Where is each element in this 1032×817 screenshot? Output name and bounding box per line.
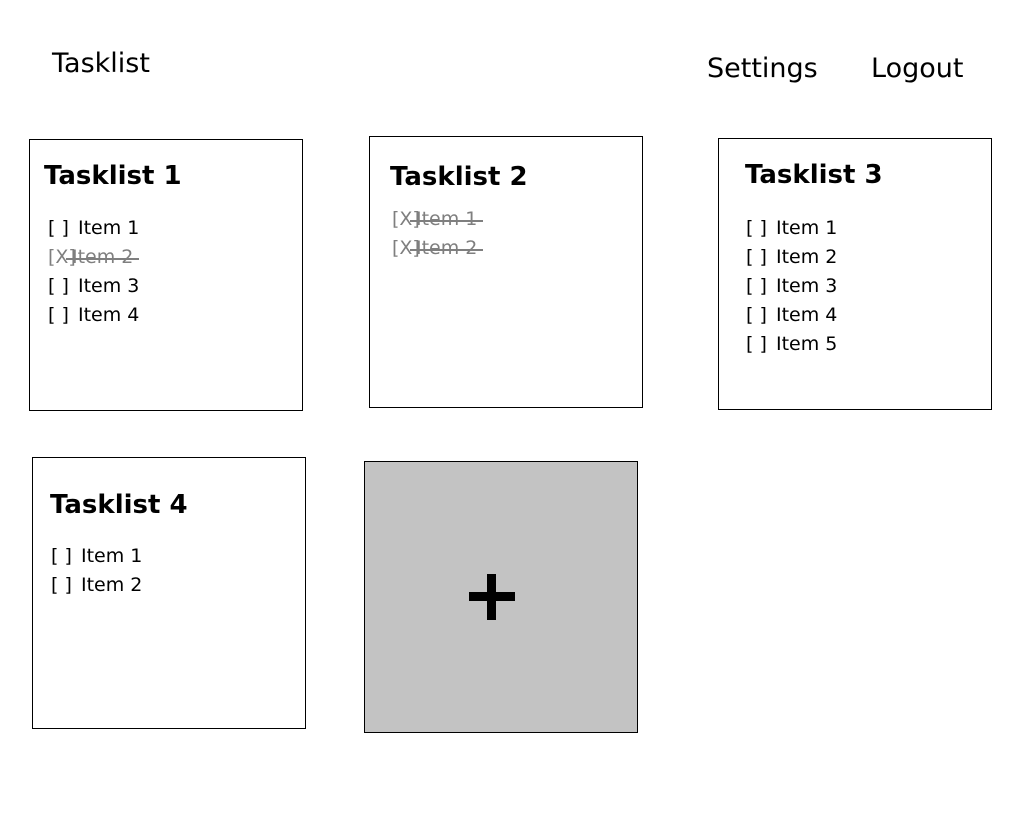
checkbox[interactable]: [ ] [51, 545, 72, 567]
tasklist-title: Tasklist 4 [50, 490, 188, 520]
task-item-done[interactable]: [X]Item 2 [48, 243, 140, 272]
task-item-done[interactable]: [X]Item 1 [392, 205, 484, 234]
add-tasklist-button[interactable] [364, 461, 638, 733]
tasklist-card-2[interactable]: Tasklist 2 [X]Item 1 [X]Item 2 [369, 136, 643, 408]
checkbox[interactable]: [ ] [746, 275, 767, 297]
checkbox-checked[interactable]: [X] [392, 208, 420, 230]
task-item-label: Item 1 [78, 217, 140, 239]
task-item[interactable]: [ ] Item 1 [746, 214, 837, 243]
task-item[interactable]: [ ] Item 3 [746, 272, 837, 301]
tasklist-title: Tasklist 2 [390, 162, 528, 192]
checkbox[interactable]: [ ] [48, 275, 69, 297]
task-item[interactable]: [ ] Item 2 [746, 243, 837, 272]
task-item[interactable]: [ ] Item 5 [746, 330, 837, 359]
task-item[interactable]: [ ] Item 3 [48, 272, 139, 301]
app-title: Tasklist [52, 48, 150, 79]
tasklist-title: Tasklist 3 [745, 160, 883, 190]
checkbox[interactable]: [ ] [51, 574, 72, 596]
task-item-label: Item 5 [776, 333, 838, 355]
task-item-done[interactable]: [X]Item 2 [392, 234, 484, 263]
checkbox[interactable]: [ ] [746, 246, 767, 268]
settings-link[interactable]: Settings [707, 53, 818, 84]
tasklist-card-3[interactable]: Tasklist 3 [ ] Item 1 [ ] Item 2 [ ] Item 3… [718, 138, 992, 410]
checkbox-checked[interactable]: [X] [392, 237, 420, 259]
checkbox[interactable]: [ ] [746, 304, 767, 326]
task-item[interactable]: [ ] Item 1 [51, 542, 142, 571]
tasklist-title: Tasklist 1 [44, 161, 182, 191]
tasklist-card-1[interactable]: Tasklist 1 [ ] Item 1 [X]Item 2 [ ] Item 3… [29, 139, 303, 411]
checkbox-checked[interactable]: [X] [48, 246, 76, 268]
task-item-label: Item 2 [65, 243, 140, 272]
checkbox[interactable]: [ ] [746, 217, 767, 239]
task-item[interactable]: [ ] Item 2 [51, 571, 142, 600]
task-item-label: Item 2 [776, 246, 838, 268]
task-item-label: Item 1 [81, 545, 143, 567]
checkbox[interactable]: [ ] [746, 333, 767, 355]
task-item-label: Item 1 [776, 217, 838, 239]
task-item-label: Item 3 [776, 275, 838, 297]
plus-icon [469, 574, 515, 620]
logout-link[interactable]: Logout [871, 53, 964, 84]
tasklist-card-4[interactable]: Tasklist 4 [ ] Item 1 [ ] Item 2 [32, 457, 306, 729]
task-items-list: [ ] Item 1 [ ] Item 2 [51, 542, 142, 600]
task-item-label: Item 2 [409, 234, 484, 263]
task-items-list: [X]Item 1 [X]Item 2 [392, 205, 484, 263]
task-item[interactable]: [ ] Item 4 [48, 301, 139, 330]
task-item-label: Item 2 [81, 574, 143, 596]
checkbox[interactable]: [ ] [48, 217, 69, 239]
task-items-list: [ ] Item 1 [X]Item 2 [ ] Item 3 [ ] Item 4 [48, 214, 140, 330]
task-item-label: Item 3 [78, 275, 140, 297]
checkbox[interactable]: [ ] [48, 304, 69, 326]
task-item[interactable]: [ ] Item 4 [746, 301, 837, 330]
task-item[interactable]: [ ] Item 1 [48, 214, 139, 243]
task-item-label: Item 1 [409, 205, 484, 234]
task-item-label: Item 4 [78, 304, 140, 326]
task-item-label: Item 4 [776, 304, 838, 326]
task-items-list: [ ] Item 1 [ ] Item 2 [ ] Item 3 [ ] Item 4 … [746, 214, 837, 359]
